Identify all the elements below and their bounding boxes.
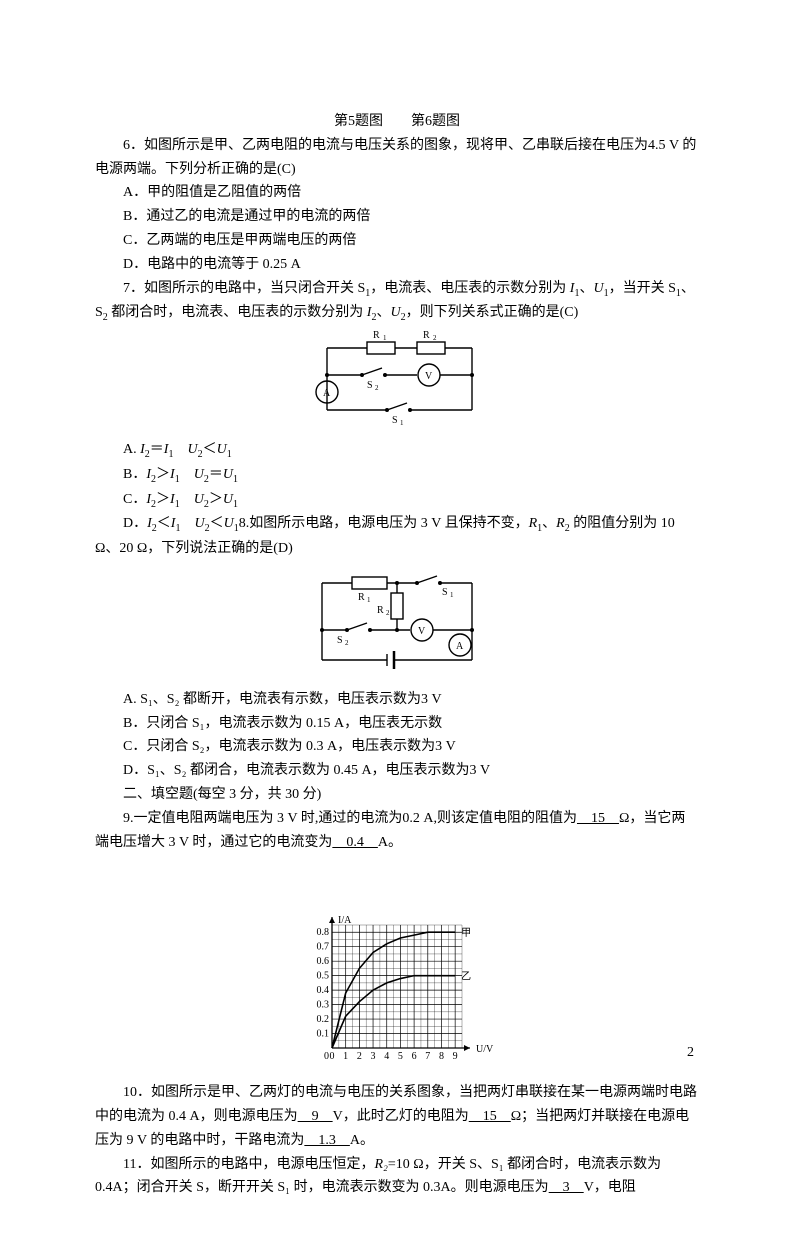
svg-text:A: A xyxy=(456,641,464,652)
svg-text:1: 1 xyxy=(367,596,371,604)
svg-text:I/A: I/A xyxy=(338,915,352,926)
svg-text:S: S xyxy=(392,415,398,425)
svg-text:7: 7 xyxy=(425,1051,430,1062)
q7-opt-d: D．I2＜I1 U2＜U18.如图所示电路，电源电压为 3 V 且保持不变，R1… xyxy=(95,512,699,561)
svg-text:S: S xyxy=(367,380,373,391)
svg-text:A: A xyxy=(323,388,331,399)
q10-text: 10．如图所示是甲、乙两灯的电流与电压的关系图象，当把两灯串联接在某一电源两端时… xyxy=(95,1081,699,1152)
svg-text:0.3: 0.3 xyxy=(317,1000,330,1011)
fig-labels: 第5题图 第6题图 xyxy=(95,110,699,134)
svg-text:1: 1 xyxy=(450,591,454,599)
q7-text: 7．如图所示的电路中，当只闭合开关 S1，电流表、电压表的示数分别为 I1、U1… xyxy=(95,277,699,327)
svg-text:5: 5 xyxy=(398,1051,403,1062)
q6-opt-b: B．通过乙的电流是通过甲的电流的两倍 xyxy=(95,205,699,229)
svg-text:0.2: 0.2 xyxy=(317,1014,330,1025)
svg-text:S: S xyxy=(337,635,343,646)
q7-opt-b: B．I2＞I1 U2＝U1 xyxy=(95,463,699,488)
svg-text:0: 0 xyxy=(330,1051,335,1062)
q8-opt-c: C．只闭合 S₂，电流表示数为 0.3 A，电压表示数为3 V xyxy=(95,735,699,759)
q11-text: 11．如图所示的电路中，电源电压恒定，R₂=10 Ω，开关 S、S₁ 都闭合时，… xyxy=(95,1153,699,1201)
svg-text:0.6: 0.6 xyxy=(317,957,330,968)
svg-text:1: 1 xyxy=(343,1051,348,1062)
svg-text:0.5: 0.5 xyxy=(317,971,330,982)
svg-text:1: 1 xyxy=(400,419,404,425)
chart-q10: 01234567890.10.20.30.40.50.60.70.80U/VI/… xyxy=(95,913,699,1077)
svg-text:2: 2 xyxy=(345,639,349,647)
q10-ans1: 9 xyxy=(298,1109,333,1124)
svg-text:2: 2 xyxy=(375,384,379,392)
q8-opt-d: D．S₁、S₂ 都闭合，电流表示数为 0.45 A，电压表示数为3 V xyxy=(95,759,699,783)
q6-text: 6．如图所示是甲、乙两电阻的电流与电压关系的图象，现将甲、乙串联后接在电压为4.… xyxy=(95,134,699,182)
q9-text: 9.一定值电阻两端电压为 3 V 时,通过的电流为0.2 A,则该定值电阻的阻值… xyxy=(95,807,699,855)
q8-opt-a: A. S₁、S₂ 都断开，电流表有示数，电压表示数为3 V xyxy=(95,688,699,712)
svg-text:1: 1 xyxy=(383,334,387,342)
svg-text:0: 0 xyxy=(324,1051,329,1062)
svg-text:甲: 甲 xyxy=(461,929,471,940)
q10-ans2: 15 xyxy=(469,1109,511,1124)
q9-ans1: 15 xyxy=(577,811,619,826)
svg-text:2: 2 xyxy=(433,334,437,342)
circuit-q8: R1S1R2S2VA xyxy=(95,565,699,684)
svg-text:2: 2 xyxy=(386,609,390,617)
svg-text:R: R xyxy=(423,330,430,341)
svg-text:U/V: U/V xyxy=(476,1044,494,1055)
svg-text:6: 6 xyxy=(412,1051,417,1062)
svg-text:0.4: 0.4 xyxy=(317,985,330,996)
q6-opt-c: C．乙两端的电压是甲两端电压的两倍 xyxy=(95,229,699,253)
svg-text:R: R xyxy=(358,592,365,603)
q6-opt-a: A．甲的阻值是乙阻值的两倍 xyxy=(95,181,699,205)
q11-ans1: 3 xyxy=(549,1180,584,1195)
svg-text:S: S xyxy=(442,587,448,598)
q9-ans2: 0.4 xyxy=(332,835,378,850)
section-2-title: 二、填空题(每空 3 分，共 30 分) xyxy=(95,783,699,807)
svg-text:R: R xyxy=(377,605,384,616)
q7-opt-c: C．I2＞I1 U2＞U1 xyxy=(95,488,699,513)
q8-opt-b: B．只闭合 S₁，电流表示数为 0.15 A，电压表无示数 xyxy=(95,712,699,736)
svg-text:R: R xyxy=(373,330,380,341)
svg-text:乙: 乙 xyxy=(461,971,471,983)
svg-text:4: 4 xyxy=(384,1051,389,1062)
q10-ans3: 1.3 xyxy=(304,1133,350,1148)
svg-text:3: 3 xyxy=(371,1051,376,1062)
svg-text:0.7: 0.7 xyxy=(317,942,330,953)
circuit-q7: R1R2S2VAS1 xyxy=(95,330,699,434)
page-number: 2 xyxy=(687,1041,694,1065)
svg-text:0.8: 0.8 xyxy=(317,928,330,939)
svg-text:0.1: 0.1 xyxy=(317,1029,330,1040)
svg-text:9: 9 xyxy=(453,1051,458,1062)
svg-text:V: V xyxy=(418,626,426,637)
svg-text:V: V xyxy=(425,371,433,382)
svg-text:8: 8 xyxy=(439,1051,444,1062)
q7-opt-a: A. I2＝I1 U2＜U1 xyxy=(95,438,699,463)
svg-text:2: 2 xyxy=(357,1051,362,1062)
q6-opt-d: D．电路中的电流等于 0.25 A xyxy=(95,253,699,277)
